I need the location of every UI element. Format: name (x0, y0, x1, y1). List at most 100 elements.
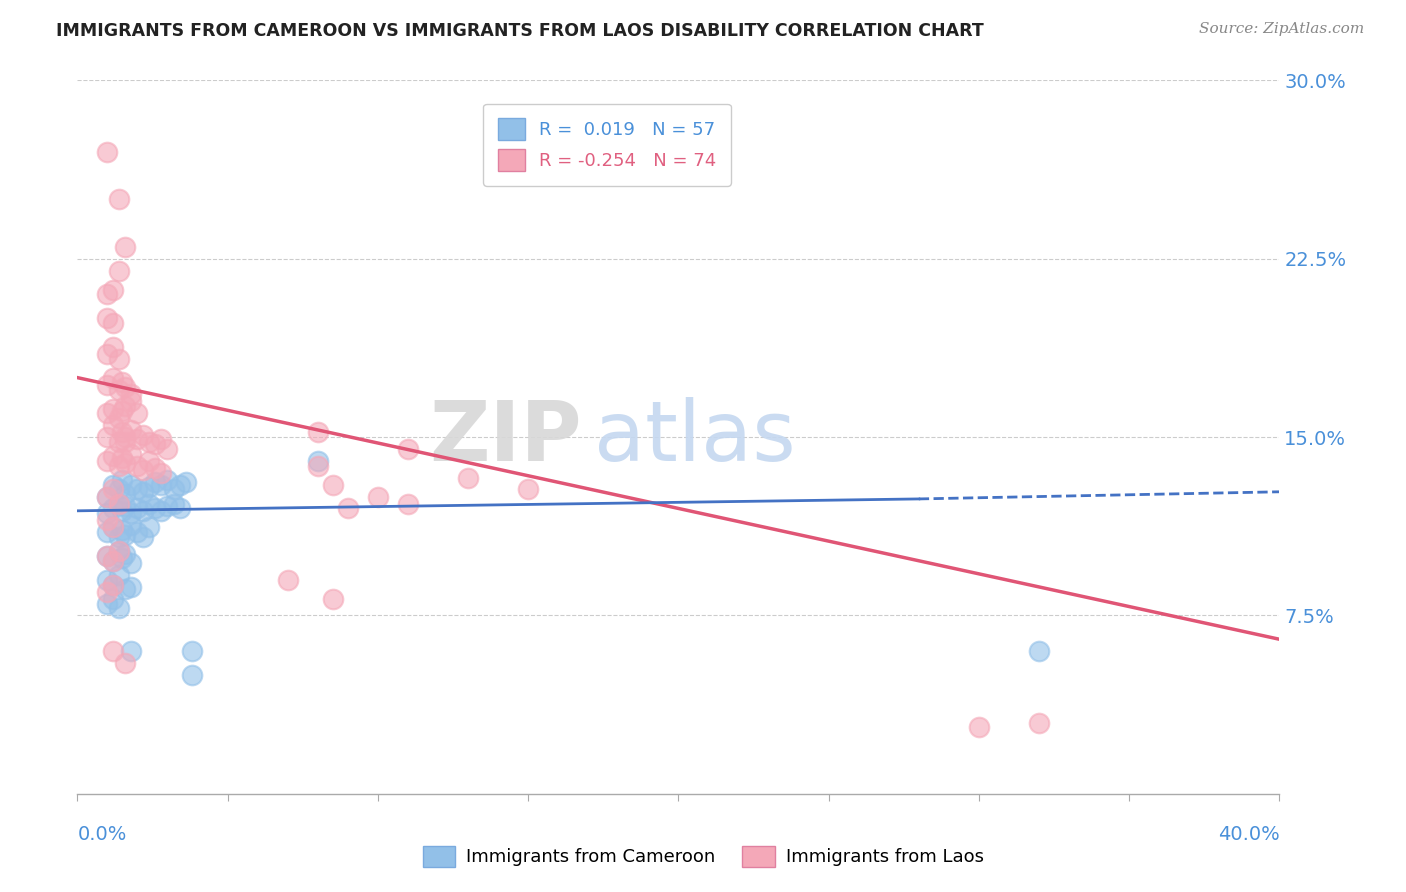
Point (96, 406, 118, 420)
Point (96, 347, 118, 361)
Point (120, 580, 142, 594)
Point (111, 551, 134, 566)
Point (108, 544, 131, 558)
Point (132, 427, 155, 442)
Point (96, 573, 118, 587)
Point (127, 501, 149, 516)
Point (103, 483, 125, 497)
Point (103, 577, 125, 591)
Text: atlas: atlas (595, 397, 796, 477)
Point (145, 475, 167, 490)
Point (132, 504, 155, 518)
Point (138, 480, 160, 494)
Point (108, 192, 131, 206)
Point (307, 458, 329, 473)
Point (103, 554, 125, 568)
Legend: Immigrants from Cameroon, Immigrants from Laos: Immigrants from Cameroon, Immigrants fro… (415, 838, 991, 874)
Point (103, 501, 125, 516)
Point (96, 454, 118, 468)
Point (138, 434, 160, 449)
Point (114, 399, 136, 413)
Point (103, 591, 125, 606)
Text: Source: ZipAtlas.com: Source: ZipAtlas.com (1198, 22, 1364, 37)
Point (111, 376, 134, 390)
Point (111, 425, 134, 440)
Point (108, 263, 131, 277)
Point (103, 340, 125, 354)
Point (156, 442, 179, 456)
Point (120, 447, 142, 461)
Point (150, 433, 173, 447)
Point (322, 477, 344, 491)
Point (114, 656, 136, 670)
Point (120, 506, 142, 520)
Point (103, 520, 125, 534)
Point (138, 520, 160, 534)
Point (120, 394, 142, 409)
Point (367, 490, 389, 504)
Point (138, 454, 160, 468)
Point (145, 461, 167, 475)
Point (108, 497, 131, 511)
Point (457, 470, 479, 484)
Point (132, 463, 155, 477)
Point (307, 425, 329, 440)
Point (108, 568, 131, 582)
Point (96, 597, 118, 611)
Point (150, 504, 173, 518)
Point (180, 668, 202, 682)
Text: IMMIGRANTS FROM CAMEROON VS IMMIGRANTS FROM LAOS DISABILITY CORRELATION CHART: IMMIGRANTS FROM CAMEROON VS IMMIGRANTS F… (56, 22, 984, 40)
Point (114, 582, 136, 597)
Point (103, 477, 125, 491)
Point (108, 383, 131, 397)
Point (169, 501, 191, 516)
Point (114, 499, 136, 513)
Point (96, 287, 118, 301)
Point (120, 423, 142, 437)
Point (114, 527, 136, 541)
Point (96, 549, 118, 563)
Point (103, 577, 125, 591)
Point (114, 240, 136, 254)
Text: 40.0%: 40.0% (1218, 825, 1279, 844)
Point (1028, 644, 1050, 658)
Point (103, 316, 125, 330)
Point (114, 380, 136, 394)
Point (96, 549, 118, 563)
Point (96, 311, 118, 326)
Point (108, 544, 131, 558)
Point (96, 377, 118, 392)
Point (103, 520, 125, 534)
Point (108, 483, 131, 497)
Point (120, 518, 142, 533)
Point (396, 497, 419, 511)
Point (114, 487, 136, 501)
Point (111, 523, 134, 537)
Point (114, 547, 136, 561)
Point (145, 437, 167, 451)
Point (96, 513, 118, 527)
Point (307, 454, 329, 468)
Point (103, 644, 125, 658)
Point (132, 484, 155, 499)
Point (277, 573, 299, 587)
Point (156, 473, 179, 487)
Point (96, 584, 118, 599)
Point (96, 490, 118, 504)
Point (111, 473, 134, 487)
Point (162, 497, 184, 511)
Point (96, 525, 118, 540)
Point (114, 430, 136, 444)
Point (127, 458, 149, 473)
Point (138, 497, 160, 511)
Point (103, 370, 125, 384)
Point (145, 501, 167, 516)
Point (120, 556, 142, 570)
Point (150, 477, 173, 491)
Point (396, 442, 419, 456)
Point (127, 483, 149, 497)
Point (114, 434, 136, 449)
Point (114, 456, 136, 470)
Point (127, 525, 149, 540)
Point (120, 644, 142, 658)
